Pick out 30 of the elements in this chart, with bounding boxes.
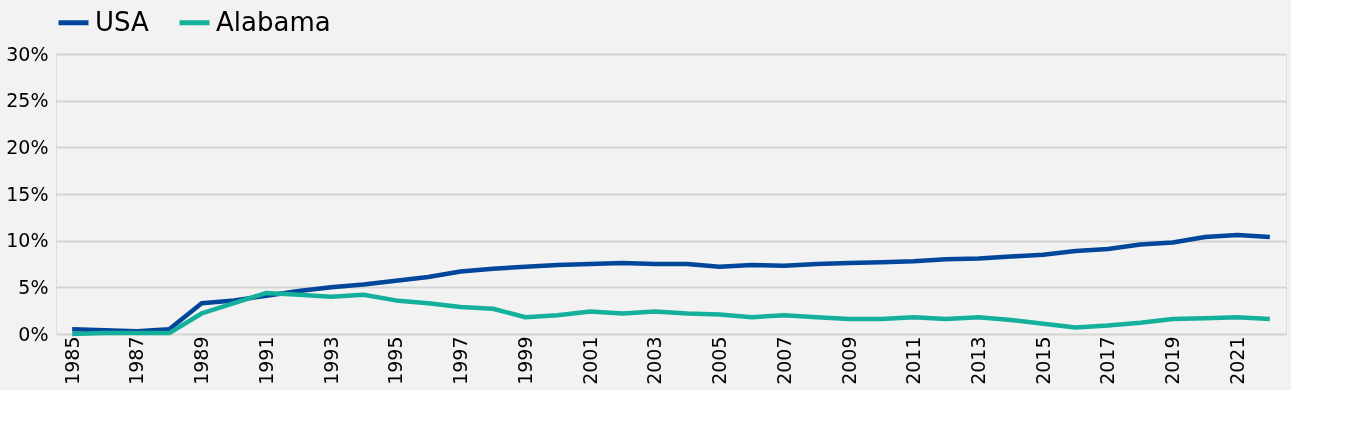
- x-tick-label: 1985: [60, 336, 83, 385]
- x-tick-label: 2019: [1161, 336, 1184, 385]
- line-series: [69, 290, 1273, 337]
- x-tick-label: 2013: [967, 336, 989, 385]
- x-tick-label: 1989: [190, 336, 213, 385]
- x-tick-label: 2007: [772, 336, 795, 385]
- y-tick-label: 30%: [6, 42, 49, 65]
- y-tick-label: 25%: [6, 89, 49, 112]
- x-tick-label: 2017: [1096, 336, 1119, 385]
- legend-label: Alabama: [216, 6, 331, 37]
- line-series: [69, 232, 1273, 334]
- legend-label: USA: [95, 6, 150, 37]
- y-tick-label: 20%: [6, 135, 49, 158]
- x-tick-label: 2015: [1031, 336, 1054, 385]
- x-tick-label: 1991: [254, 336, 277, 385]
- x-tick-label: 2005: [708, 336, 731, 385]
- x-tick-label: 1997: [449, 336, 472, 385]
- y-tick-label: 0%: [18, 322, 49, 345]
- x-tick-label: 2009: [837, 336, 860, 385]
- x-tick-label: 1993: [319, 336, 342, 385]
- x-tick-label: 2021: [1225, 336, 1248, 385]
- x-tick-label: 1995: [384, 336, 407, 385]
- x-tick-label: 2001: [578, 336, 601, 385]
- y-tick-label: 10%: [6, 229, 49, 252]
- x-tick-label: 1999: [513, 336, 536, 385]
- y-tick-label: 15%: [6, 182, 49, 205]
- y-tick-label: 5%: [18, 275, 49, 298]
- x-tick-label: 2011: [902, 336, 925, 385]
- x-tick-label: 1987: [125, 336, 148, 385]
- x-tick-label: 2003: [643, 336, 666, 385]
